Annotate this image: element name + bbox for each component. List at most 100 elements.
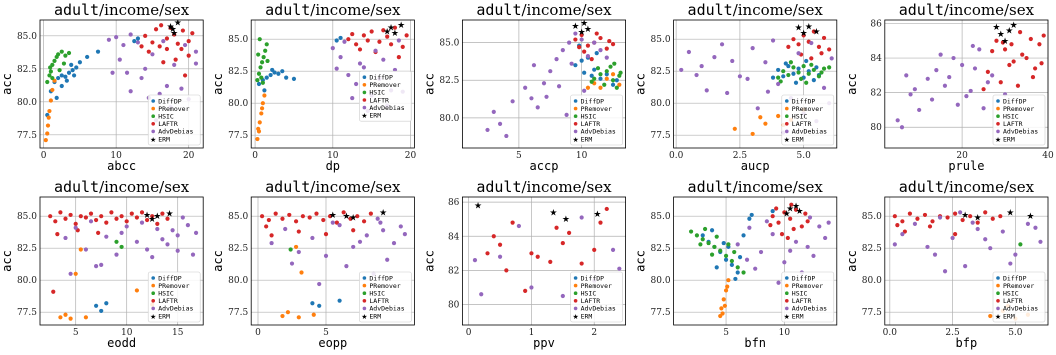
data-point-advdebias bbox=[932, 252, 938, 257]
data-point-laftr bbox=[998, 214, 1003, 219]
data-point-diffdp bbox=[714, 265, 719, 270]
data-point-hsic bbox=[799, 76, 804, 81]
legend-marker-hsic bbox=[996, 291, 1000, 296]
legend-box bbox=[359, 70, 412, 122]
data-point-laftr bbox=[392, 25, 398, 30]
data-point-advdebias bbox=[134, 239, 139, 244]
data-point-advdebias bbox=[747, 225, 752, 230]
legend-marker-diffdp bbox=[996, 99, 1000, 103]
data-point-advdebias bbox=[737, 74, 743, 79]
data-point-advdebias bbox=[516, 223, 521, 229]
data-point-laftr bbox=[960, 217, 965, 223]
y-tick-label: 82.5 bbox=[228, 244, 248, 254]
data-point-hsic bbox=[723, 253, 729, 258]
data-point-diffdp bbox=[594, 51, 599, 56]
legend-marker-diffdp bbox=[151, 276, 155, 280]
data-point-advdebias bbox=[106, 37, 112, 42]
data-point-diffdp bbox=[59, 83, 64, 89]
data-point-advdebias bbox=[981, 106, 986, 111]
legend-box bbox=[992, 94, 1046, 146]
data-point-laftr bbox=[598, 35, 603, 41]
data-point-laftr bbox=[388, 42, 394, 47]
data-point-laftr bbox=[770, 214, 775, 219]
data-point-advdebias bbox=[573, 31, 578, 36]
data-point-laftr bbox=[801, 33, 806, 38]
legend-label: LAFTR bbox=[158, 120, 178, 128]
data-point-laftr bbox=[377, 39, 382, 44]
chart-panel-6: adult/income/sex 5 10 15 77.5 80.0 82.5 85.0 eod… bbox=[0, 178, 204, 350]
data-point-hsic bbox=[698, 242, 703, 247]
data-point-advdebias bbox=[912, 87, 917, 92]
data-point-laftr bbox=[567, 230, 572, 235]
data-point-diffdp bbox=[709, 228, 715, 233]
data-point-advdebias bbox=[977, 47, 982, 52]
data-point-erm: ★ bbox=[974, 212, 982, 222]
data-point-advdebias bbox=[143, 66, 148, 71]
legend-marker-erm: ★ bbox=[784, 136, 790, 144]
data-point-laftr bbox=[165, 216, 170, 221]
y-tick-label: 80 bbox=[870, 123, 882, 133]
data-point-advdebias bbox=[193, 230, 199, 235]
y-tick-label: 84 bbox=[870, 54, 882, 64]
data-point-diffdp bbox=[770, 75, 776, 80]
data-point-advdebias bbox=[128, 32, 133, 37]
data-point-diffdp bbox=[276, 71, 281, 76]
x-tick-label: 2.5 bbox=[733, 151, 748, 161]
data-point-advdebias bbox=[150, 52, 155, 57]
data-point-diffdp bbox=[598, 76, 603, 81]
y-tick-label: 84 bbox=[448, 232, 460, 242]
legend-marker-premover bbox=[151, 283, 155, 288]
data-point-laftr bbox=[327, 214, 333, 219]
y-tick-label: 80 bbox=[448, 301, 460, 311]
data-point-hsic bbox=[59, 49, 64, 54]
data-point-laftr bbox=[307, 215, 312, 220]
data-point-advdebias bbox=[375, 216, 380, 221]
data-point-erm: ★ bbox=[391, 28, 399, 38]
y-tick-label: 82.5 bbox=[651, 244, 671, 254]
data-point-advdebias bbox=[164, 83, 170, 89]
legend-marker-advdebias bbox=[151, 306, 155, 311]
data-point-laftr bbox=[293, 219, 299, 224]
data-point-laftr bbox=[579, 32, 584, 38]
chart-title: adult/income/sex bbox=[688, 1, 824, 19]
data-point-hsic bbox=[732, 249, 737, 255]
data-point-advdebias bbox=[381, 57, 386, 62]
data-point-advdebias bbox=[523, 85, 528, 90]
legend-marker-hsic bbox=[785, 114, 789, 118]
data-point-hsic bbox=[592, 76, 597, 81]
data-point-laftr bbox=[404, 33, 409, 38]
data-point-advdebias bbox=[712, 55, 717, 60]
plot-area: ★★★★ bbox=[688, 201, 831, 319]
data-point-advdebias bbox=[579, 215, 584, 220]
data-point-advdebias bbox=[908, 92, 913, 97]
data-point-advdebias bbox=[491, 109, 496, 114]
data-point-laftr bbox=[523, 288, 528, 293]
data-point-advdebias bbox=[378, 220, 383, 225]
data-point-advdebias bbox=[560, 293, 565, 299]
x-tick-label: 0.0 bbox=[669, 151, 684, 161]
x-tick-label: 10 bbox=[327, 151, 339, 161]
chart-title: adult/income/sex bbox=[476, 178, 612, 196]
data-point-diffdp bbox=[95, 49, 101, 54]
data-point-erm: ★ bbox=[342, 211, 350, 221]
data-point-diffdp bbox=[280, 69, 285, 74]
data-point-laftr bbox=[287, 212, 292, 218]
data-point-premover bbox=[285, 310, 291, 315]
data-point-advdebias bbox=[958, 210, 963, 215]
data-point-advdebias bbox=[179, 86, 184, 91]
legend-label: HSIC bbox=[1003, 290, 1019, 298]
data-point-premover bbox=[585, 85, 591, 90]
data-point-diffdp bbox=[700, 233, 705, 238]
legend-marker-premover bbox=[573, 106, 578, 111]
data-point-laftr bbox=[124, 219, 129, 224]
legend-label: PRemover bbox=[792, 105, 823, 113]
data-point-advdebias bbox=[165, 242, 170, 247]
data-point-hsic bbox=[612, 61, 617, 66]
data-point-premover bbox=[719, 306, 724, 311]
legend-label: AdvDebias bbox=[369, 104, 404, 112]
data-point-laftr bbox=[782, 210, 787, 215]
x-tick-label: 5 bbox=[323, 328, 329, 338]
data-point-diffdp bbox=[781, 74, 786, 79]
data-point-erm: ★ bbox=[387, 23, 395, 33]
plot-area: ★★★★★ bbox=[895, 20, 1046, 130]
